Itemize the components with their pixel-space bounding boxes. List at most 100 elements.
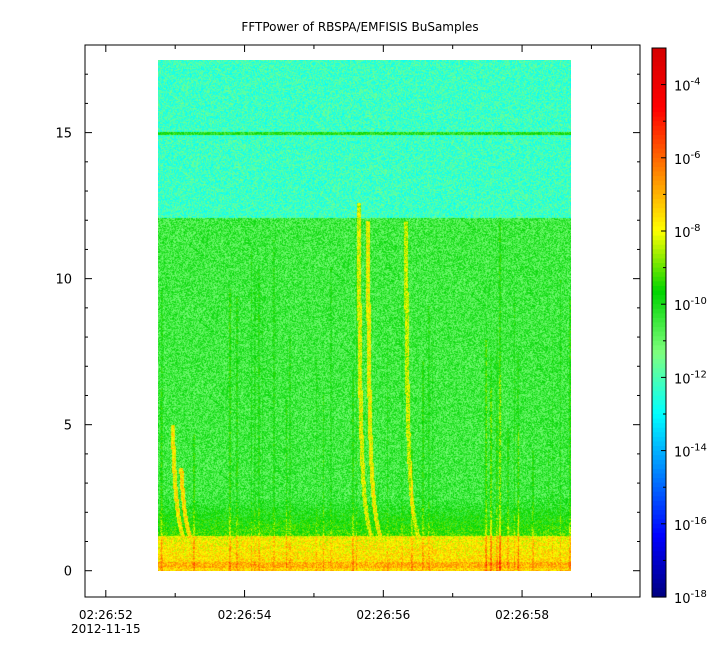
colorbar-frame [651, 47, 667, 598]
colorbar-segment [652, 528, 666, 534]
colorbar-segment [652, 317, 666, 324]
x-tick-label: 02:26:54 [218, 608, 272, 622]
colorbar-tick-label: 10-4 [674, 77, 701, 95]
colorbar-segment [652, 75, 666, 81]
colorbar-segment [652, 290, 666, 296]
colorbar-tick-label: 10-6 [674, 150, 701, 168]
colorbar-segment [652, 523, 666, 529]
colorbar-segment [652, 583, 666, 589]
colorbar-segment [652, 354, 666, 360]
colorbar-segment [652, 496, 666, 502]
y-tick-label: 10 [55, 273, 72, 288]
colorbar-segment [652, 450, 666, 456]
colorbar-segment [652, 212, 666, 218]
colorbar-segment [652, 203, 666, 209]
colorbar-segment [652, 546, 666, 552]
colorbar-tick-label: 10-18 [674, 589, 707, 607]
colorbar-segment [652, 491, 666, 497]
colorbar-segment [652, 276, 666, 282]
colorbar-segment [652, 162, 666, 168]
colorbar-segment [652, 542, 666, 548]
colorbar-segment [652, 70, 666, 77]
colorbar-segment [652, 189, 666, 195]
colorbar-segment [652, 446, 666, 452]
colorbar-segment [652, 171, 666, 177]
colorbar-segment [652, 473, 666, 479]
colorbar: 10-18 10-16 10-14 10-12 10-10 10-8 10-6 10-4 [651, 47, 707, 607]
colorbar-segment [652, 308, 666, 314]
colorbar-segment [652, 48, 666, 54]
colorbar-segment [652, 258, 666, 264]
colorbar-segment [652, 404, 666, 411]
colorbar-segment [652, 93, 666, 99]
colorbar-segment [652, 221, 666, 228]
colorbar-segment [652, 208, 666, 214]
colorbar-segment [652, 327, 666, 333]
colorbar-segment [652, 441, 666, 447]
colorbar-segment [652, 349, 666, 356]
colorbar-segment [652, 519, 666, 525]
colorbar-segment [652, 217, 666, 223]
colorbar-segment [652, 130, 666, 136]
x-tick-label: 02:26:52 [79, 608, 133, 622]
colorbar-segment [652, 500, 666, 507]
colorbar-segment [652, 455, 666, 461]
colorbar-segment [652, 144, 666, 150]
colorbar-segment [652, 84, 666, 90]
colorbar-segment [652, 166, 666, 173]
colorbar-segment [652, 551, 666, 557]
spectrogram-image [158, 60, 571, 571]
colorbar-segment [652, 336, 666, 342]
colorbar-segment [652, 313, 666, 319]
colorbar-segment [652, 381, 666, 388]
colorbar-segment [652, 427, 666, 433]
colorbar-segment [652, 89, 666, 95]
colorbar-segment [652, 125, 666, 131]
colorbar-segment [652, 532, 666, 539]
colorbar-segment [652, 231, 666, 237]
colorbar-segment [652, 244, 666, 250]
colorbar-segment [652, 226, 666, 232]
colorbar-segment [652, 409, 666, 415]
colorbar-tick-label: 10-10 [674, 296, 707, 314]
x-tick-label: 02:26:58 [495, 608, 549, 622]
colorbar-segment [652, 564, 666, 571]
colorbar-segment [652, 423, 666, 429]
plot-area: 0 5 10 15 02:26:52 02:26:54 02:26:56 02:26:58 20… [55, 44, 641, 636]
x-tick-label: 02:26:56 [356, 608, 410, 622]
chart-title: FFTPower of RBSPA/EMFISIS BuSamples [241, 20, 478, 34]
colorbar-segment [652, 368, 666, 374]
colorbar-segment [652, 436, 666, 443]
colorbar-segment [652, 61, 666, 67]
colorbar-segment [652, 153, 666, 159]
colorbar-segment [652, 487, 666, 493]
colorbar-segment [652, 391, 666, 397]
colorbar-segment [652, 468, 666, 475]
colorbar-segment [652, 418, 666, 424]
colorbar-segment [652, 372, 666, 378]
colorbar-segment [652, 112, 666, 118]
colorbar-segment [652, 386, 666, 392]
colorbar-segment [652, 478, 666, 484]
colorbar-segment [652, 263, 666, 269]
colorbar-segment [652, 459, 666, 465]
colorbar-segment [652, 505, 666, 511]
colorbar-segment [652, 272, 666, 278]
colorbar-segment [652, 295, 666, 301]
colorbar-segment [652, 345, 666, 351]
colorbar-segment [652, 587, 666, 594]
colorbar-segment [652, 331, 666, 337]
colorbar-segment [652, 359, 666, 365]
colorbar-segment [652, 180, 666, 186]
colorbar-segment [652, 574, 666, 580]
colorbar-tick-label: 10-16 [674, 516, 707, 534]
y-tick-label: 5 [64, 419, 72, 434]
colorbar-segment [652, 116, 666, 122]
colorbar-segment [652, 98, 666, 104]
colorbar-segment [652, 400, 666, 406]
colorbar-segment [652, 560, 666, 566]
colorbar-segment [652, 304, 666, 310]
colorbar-segment [652, 139, 666, 145]
colorbar-segment [652, 107, 666, 113]
